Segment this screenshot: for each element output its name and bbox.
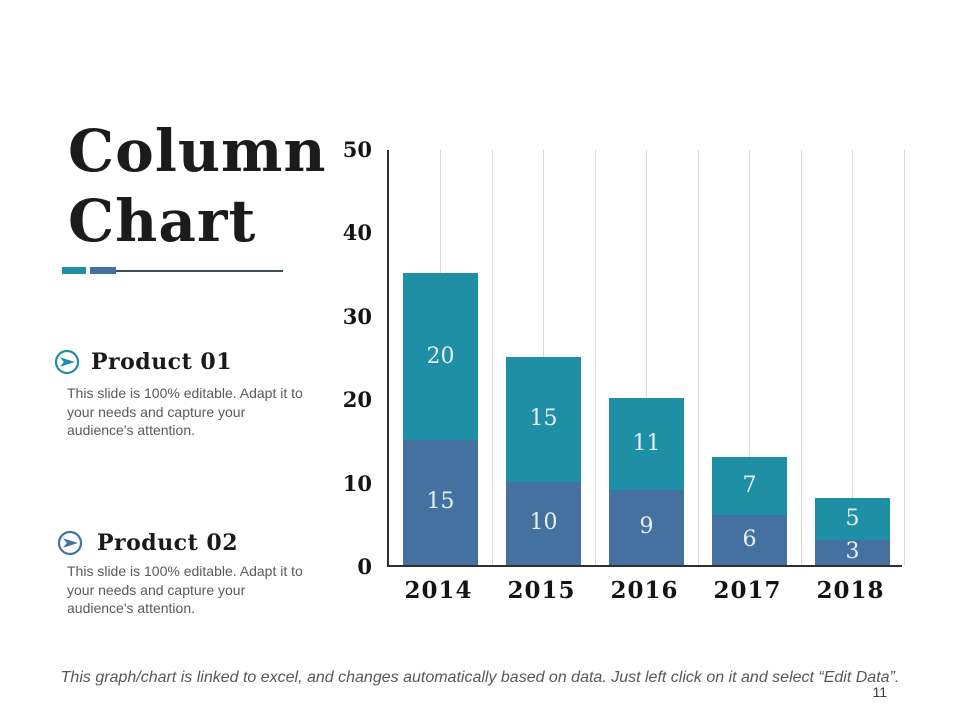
- gridline: [697, 150, 699, 565]
- bar-segment-2016-product-02[interactable]: 9: [609, 489, 684, 565]
- page-title-line1: Column: [68, 117, 327, 185]
- bar-segment-2014-product-02[interactable]: 15: [403, 439, 478, 565]
- bar-value-label: 5: [845, 506, 860, 532]
- page-title: Column Chart: [68, 116, 327, 256]
- y-axis-tick-label: 40: [342, 220, 372, 246]
- bar-segment-2018-product-01[interactable]: 5: [815, 498, 890, 540]
- product-02-description: This slide is 100% editable. Adapt it to…: [67, 563, 303, 616]
- bar-segment-2015-product-01[interactable]: 15: [506, 356, 581, 482]
- bar-value-label: 7: [742, 472, 757, 498]
- bar-value-label: 10: [529, 510, 558, 536]
- bar-segment-2016-product-01[interactable]: 11: [609, 398, 684, 490]
- footer-note: This graph/chart is linked to excel, and…: [60, 669, 900, 686]
- title-underline: [62, 267, 284, 275]
- chart-plot[interactable]: 15 20 10 15 9 11 6 7 3 5: [387, 150, 905, 567]
- bar-value-label: 6: [742, 526, 757, 552]
- y-axis-tick-label: 10: [342, 470, 372, 496]
- underline-blue-segment: [90, 267, 116, 274]
- y-axis-tick-label: 30: [342, 303, 372, 329]
- bar-value-label: 11: [632, 431, 661, 457]
- underline-teal-segment: [62, 267, 86, 274]
- bar-value-label: 15: [529, 406, 558, 432]
- chart-x-axis: 2014 2015 2016 2017 2018: [387, 577, 902, 607]
- gridline: [800, 150, 802, 565]
- underline-thin-line: [116, 269, 283, 272]
- product-01-heading: Product 01: [91, 349, 233, 375]
- gridline: [646, 150, 647, 565]
- bar-segment-2018-product-02[interactable]: 3: [815, 539, 890, 565]
- chart-y-axis: 0 10 20 30 40 50: [282, 137, 372, 579]
- y-axis-tick-label: 0: [357, 554, 372, 579]
- x-axis-label: 2016: [610, 577, 679, 604]
- gridline: [491, 150, 493, 565]
- bar-segment-2015-product-02[interactable]: 10: [506, 481, 581, 565]
- x-axis-label: 2014: [404, 577, 473, 604]
- bar-value-label: 20: [426, 343, 455, 369]
- gridline: [594, 150, 596, 565]
- bar-segment-2014-product-01[interactable]: 20: [403, 273, 478, 440]
- x-axis-label: 2018: [816, 577, 885, 604]
- x-axis-label: 2015: [507, 577, 576, 604]
- circle-send-arrow-icon: [57, 530, 83, 556]
- gridline: [749, 150, 750, 565]
- product-02-block: Product 02 This slide is 100% editable. …: [54, 530, 326, 618]
- circle-send-arrow-icon: [54, 349, 80, 375]
- page-number: 11: [872, 684, 887, 700]
- bar-value-label: 9: [639, 514, 654, 540]
- x-axis-label: 2017: [713, 577, 782, 604]
- page-title-line2: Chart: [68, 187, 257, 255]
- y-axis-tick-label: 20: [342, 387, 372, 413]
- bar-segment-2017-product-01[interactable]: 7: [712, 456, 787, 515]
- bar-segment-2017-product-02[interactable]: 6: [712, 514, 787, 565]
- gridline: [852, 150, 853, 565]
- y-axis-tick-label: 50: [342, 137, 372, 162]
- bar-value-label: 3: [845, 539, 860, 565]
- gridline: [903, 150, 905, 565]
- product-01-block: Product 01 This slide is 100% editable. …: [54, 349, 326, 440]
- product-01-description: This slide is 100% editable. Adapt it to…: [67, 385, 303, 438]
- bar-value-label: 15: [426, 489, 455, 515]
- product-02-heading: Product 02: [97, 530, 239, 556]
